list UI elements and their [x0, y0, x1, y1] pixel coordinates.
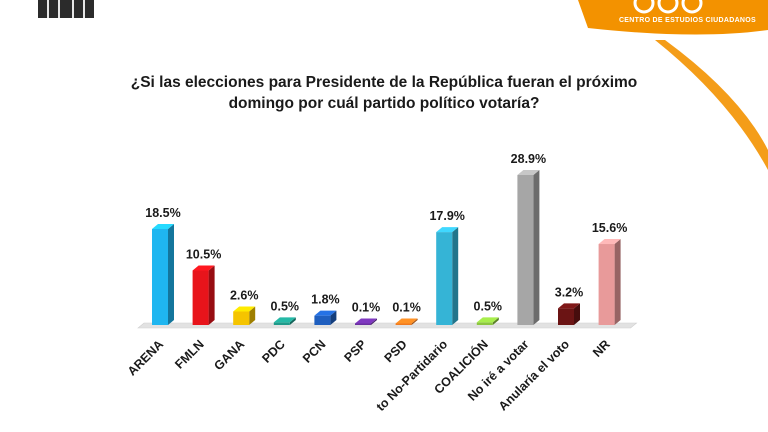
bar-side	[533, 170, 540, 325]
bar	[355, 323, 371, 325]
bar-side	[411, 318, 418, 325]
data-label: 17.9%	[429, 209, 464, 223]
tick-label: ARENA	[125, 337, 166, 378]
bar-side	[289, 317, 296, 325]
brand-subtitle: CENTRO DE ESTUDIOS CIUDADANOS	[618, 17, 756, 24]
data-label: 0.1%	[352, 301, 381, 315]
bar	[436, 232, 453, 325]
data-label: 2.6%	[230, 289, 259, 303]
data-label: 1.8%	[311, 293, 340, 307]
bar-top	[355, 318, 377, 324]
bar	[273, 322, 290, 325]
bar-side	[208, 265, 215, 325]
tick-label: NR	[590, 337, 613, 360]
question-line-1: ¿Si las elecciones para Presidente de la…	[130, 74, 638, 91]
bar	[395, 323, 412, 325]
data-label: 10.5%	[186, 248, 221, 262]
bar-top	[395, 318, 418, 324]
tick-label: PSP	[342, 337, 370, 365]
tick-label: GANA	[211, 337, 247, 373]
bar	[476, 322, 493, 325]
question-line-2: domingo por cuál partido político votarí…	[228, 95, 540, 112]
bar-top	[598, 239, 621, 245]
bar-side	[492, 317, 499, 325]
bar	[152, 228, 168, 325]
data-label: 18.5%	[145, 206, 180, 220]
bar-side	[452, 227, 459, 325]
bar-top	[436, 227, 459, 233]
brand-logo: CENTRO DE ESTUDIOS CIUDADANOS	[578, 0, 768, 40]
brand-swoosh-icon	[578, 0, 768, 35]
bar-top	[192, 265, 215, 271]
bar-side	[574, 303, 580, 325]
bar	[598, 244, 615, 325]
bar-side	[168, 223, 174, 325]
bar-top	[233, 306, 256, 312]
chart-floor	[137, 322, 638, 329]
bar-top	[517, 170, 540, 175]
bar	[314, 315, 331, 325]
data-label: 0.5%	[474, 299, 503, 313]
data-label: 28.9%	[511, 152, 546, 166]
bar	[233, 311, 250, 325]
bar-top	[314, 310, 337, 316]
top-left-logo	[38, 0, 94, 18]
bar-top	[273, 317, 296, 323]
tick-label: Anularía el voto	[496, 337, 572, 413]
bar-top	[558, 303, 580, 309]
bar-side	[371, 318, 377, 325]
tick-label: FMLN	[172, 337, 206, 371]
tick-label: to No-Partidario	[374, 337, 451, 414]
bar	[558, 308, 574, 325]
data-label: 0.5%	[271, 299, 300, 313]
bar-side	[330, 310, 337, 325]
data-label: 15.6%	[592, 221, 627, 235]
data-label: 0.1%	[392, 301, 421, 315]
bar	[192, 270, 209, 325]
tick-label: PSD	[382, 337, 410, 365]
bar-top	[152, 223, 174, 229]
data-label: 3.2%	[555, 285, 584, 299]
bar-side	[249, 306, 256, 325]
tick-label: PCN	[300, 337, 329, 366]
bar	[517, 175, 534, 325]
bar-side	[614, 239, 621, 325]
bar-top	[476, 317, 499, 323]
chart-question: ¿Si las elecciones para Presidente de la…	[0, 72, 768, 114]
tick-label: PDC	[259, 337, 288, 366]
